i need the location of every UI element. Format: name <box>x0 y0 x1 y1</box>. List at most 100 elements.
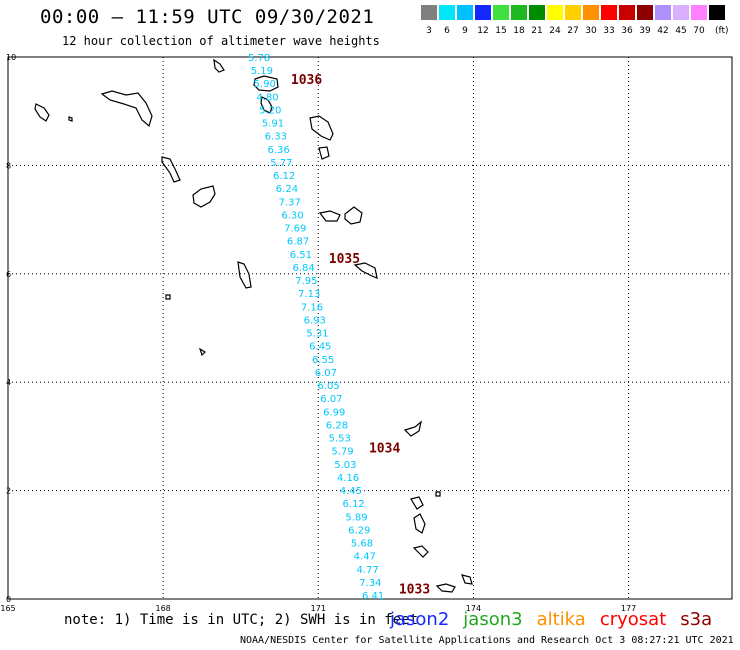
swh-value: 4.45 <box>340 486 362 497</box>
satellite-name: cryosat <box>599 609 667 630</box>
time-label: 1034 <box>369 442 400 457</box>
island <box>403 420 422 437</box>
swh-value: 7.34 <box>359 578 381 589</box>
swh-value: 6.36 <box>267 145 289 156</box>
island <box>237 261 252 289</box>
legend-label: 27 <box>567 26 579 36</box>
time-label: 1033 <box>399 583 430 598</box>
swh-value: 4.77 <box>356 565 378 576</box>
island <box>165 294 171 300</box>
swh-value: 6.07 <box>315 368 337 379</box>
swh-value: 5.91 <box>262 119 284 130</box>
legend-swatch <box>709 5 725 20</box>
legend-swatch <box>601 5 617 20</box>
legend-swatch <box>439 5 455 20</box>
credit-line: NOAA/NESDIS Center for Satellite Applica… <box>240 635 734 646</box>
legend-swatch <box>637 5 653 20</box>
time-label: 1035 <box>329 252 360 267</box>
legend-label: 36 <box>621 26 633 36</box>
island <box>344 206 363 225</box>
island <box>412 545 429 558</box>
swh-value: 5.53 <box>329 434 351 445</box>
legend-label: 70 <box>693 26 705 36</box>
legend-swatch <box>475 5 491 20</box>
swh-value: 6.84 <box>292 263 314 274</box>
swh-value: 6.87 <box>287 237 309 248</box>
island <box>309 115 334 141</box>
satellite-track: 5.78 5.19 5.90 4.80 5.20 5.91 6.33 6.36 5.77 6.12… <box>248 53 430 602</box>
satellite-legend: jason2 jason3 altika cryosat s3a <box>390 609 726 630</box>
legend-label: 18 <box>513 26 525 36</box>
swh-value: 7.16 <box>301 302 323 313</box>
satellite-name: jason3 <box>463 609 523 630</box>
swh-value: 4.16 <box>337 473 359 484</box>
map-subtitle: 12 hour collection of altimeter wave hei… <box>62 34 380 48</box>
island <box>34 103 50 122</box>
map-frame <box>7 56 733 600</box>
swh-value: 6.33 <box>265 132 287 143</box>
island <box>435 491 441 497</box>
y-tick-label: 2 <box>6 487 11 496</box>
island <box>68 116 73 122</box>
legend-swatch <box>691 5 707 20</box>
legend-swatch <box>673 5 689 20</box>
swh-value: 7.69 <box>284 224 306 235</box>
legend-label: 12 <box>477 26 489 36</box>
swh-value: 5.20 <box>259 105 281 116</box>
legend-unit: (ft) <box>715 26 729 36</box>
swh-value: 6.93 <box>304 315 326 326</box>
swh-value: 5.79 <box>331 447 353 458</box>
satellite-name: jason2 <box>390 609 450 630</box>
island <box>213 58 225 73</box>
legend-label: 15 <box>495 26 507 36</box>
swh-value: 6.29 <box>348 525 370 536</box>
island <box>192 185 216 208</box>
island-outlines <box>34 58 473 593</box>
island <box>253 75 279 92</box>
satellite-name: altika <box>536 609 586 630</box>
swh-value: 7.13 <box>298 289 320 300</box>
island <box>410 496 424 510</box>
swh-value: 6.24 <box>276 184 298 195</box>
x-tick-label: 174 <box>466 604 481 613</box>
swh-value: 6.41 <box>362 591 384 602</box>
legend-label: 39 <box>639 26 651 36</box>
legend-label: 9 <box>462 26 468 36</box>
x-tick-label: 165 <box>0 604 15 613</box>
legend-swatch <box>511 5 527 20</box>
swh-value: 5.03 <box>334 460 356 471</box>
island <box>161 156 181 183</box>
x-tick-label: 168 <box>156 604 171 613</box>
swh-value: 5.31 <box>306 329 328 340</box>
island <box>413 513 426 534</box>
swh-value: 5.78 <box>248 53 270 64</box>
swh-value: 6.30 <box>281 210 303 221</box>
legend-label: 30 <box>585 26 597 36</box>
legend-swatch <box>619 5 635 20</box>
legend-label: 3 <box>426 26 432 36</box>
swh-value: 6.51 <box>290 250 312 261</box>
swh-value: 6.05 <box>318 381 340 392</box>
swh-value: 5.90 <box>254 79 276 90</box>
y-tick-label: 4 <box>6 378 11 387</box>
island <box>260 96 273 114</box>
legend-label: 45 <box>675 26 687 36</box>
swh-value: 4.80 <box>256 92 278 103</box>
legend-swatch <box>457 5 473 20</box>
footnote: note: 1) Time is in UTC; 2) SWH is in fe… <box>64 612 419 628</box>
swh-value: 6.07 <box>320 394 342 405</box>
x-tick-label: 171 <box>311 604 326 613</box>
swh-value: 5.19 <box>251 66 273 77</box>
legend-label: 24 <box>549 26 561 36</box>
legend-swatch <box>583 5 599 20</box>
swh-value: 6.12 <box>273 171 295 182</box>
island <box>318 210 341 222</box>
swh-value: 5.68 <box>351 539 373 550</box>
legend-swatch <box>655 5 671 20</box>
time-label: 1036 <box>291 73 322 88</box>
y-tick-label: 6 <box>6 270 11 279</box>
legend-swatch <box>493 5 509 20</box>
island <box>318 146 330 160</box>
swh-value: 5.77 <box>270 158 292 169</box>
